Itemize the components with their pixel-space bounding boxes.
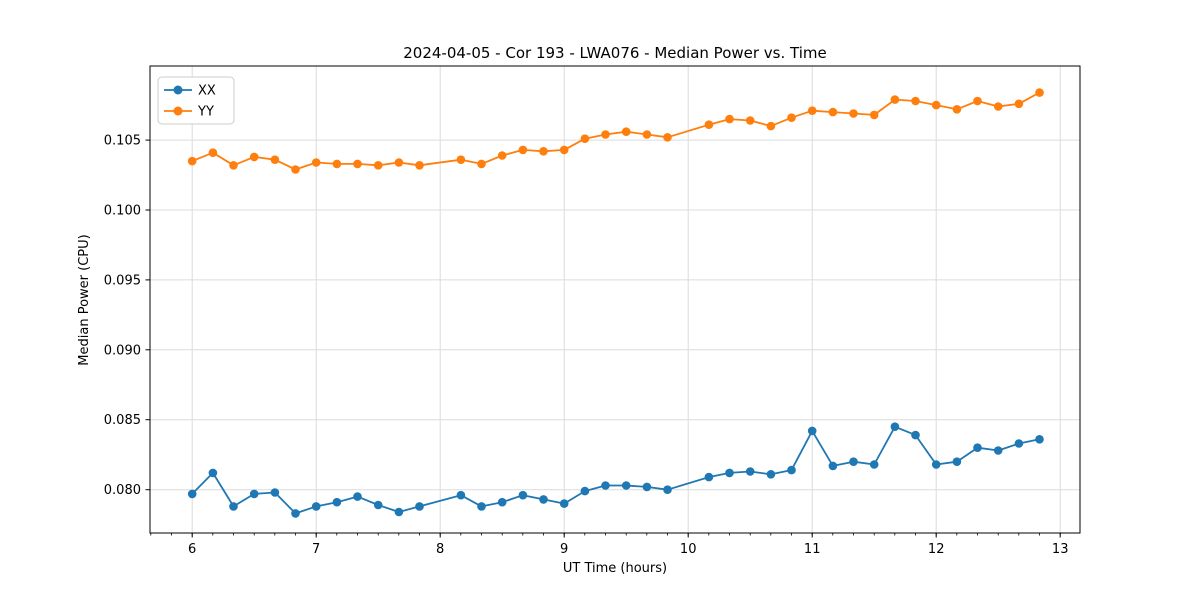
legend-entry-yy: YY	[164, 105, 214, 120]
svg-text:8: 8	[436, 542, 444, 557]
svg-text:0.080: 0.080	[104, 483, 141, 498]
svg-text:7: 7	[312, 542, 320, 557]
legend-marker-yy	[173, 106, 183, 116]
legend-label-yy: YY	[197, 105, 214, 120]
data-series	[187, 88, 1044, 518]
svg-text:0.085: 0.085	[104, 413, 141, 428]
grid-lines	[150, 66, 1080, 533]
svg-text:0.100: 0.100	[104, 204, 141, 219]
plot-border	[149, 65, 1081, 534]
svg-text:12: 12	[928, 542, 945, 557]
svg-text:9: 9	[560, 542, 568, 557]
svg-text:6: 6	[188, 542, 196, 557]
svg-text:0.090: 0.090	[104, 343, 141, 358]
x-axis-label: UT Time (hours)	[563, 561, 667, 576]
legend-marker-xx	[173, 85, 183, 95]
legend-entry-xx: XX	[164, 84, 216, 99]
legend-label-xx: XX	[198, 84, 216, 99]
axis-ticks: 6 7 8 9 10 11 12 13 0.080 0.085 0.090 0.095 0.100 0.1…	[104, 134, 1069, 557]
svg-text:11: 11	[804, 542, 821, 557]
svg-text:13: 13	[1052, 542, 1069, 557]
svg-text:0.095: 0.095	[104, 273, 141, 288]
y-axis-label: Median Power (CPU)	[77, 234, 92, 365]
legend: XX YY	[157, 76, 235, 125]
svg-text:0.105: 0.105	[104, 134, 141, 149]
chart-title: 2024-04-05 - Cor 193 - LWA076 - Median P…	[403, 44, 827, 62]
legend-box	[157, 76, 235, 125]
svg-text:10: 10	[680, 542, 697, 557]
